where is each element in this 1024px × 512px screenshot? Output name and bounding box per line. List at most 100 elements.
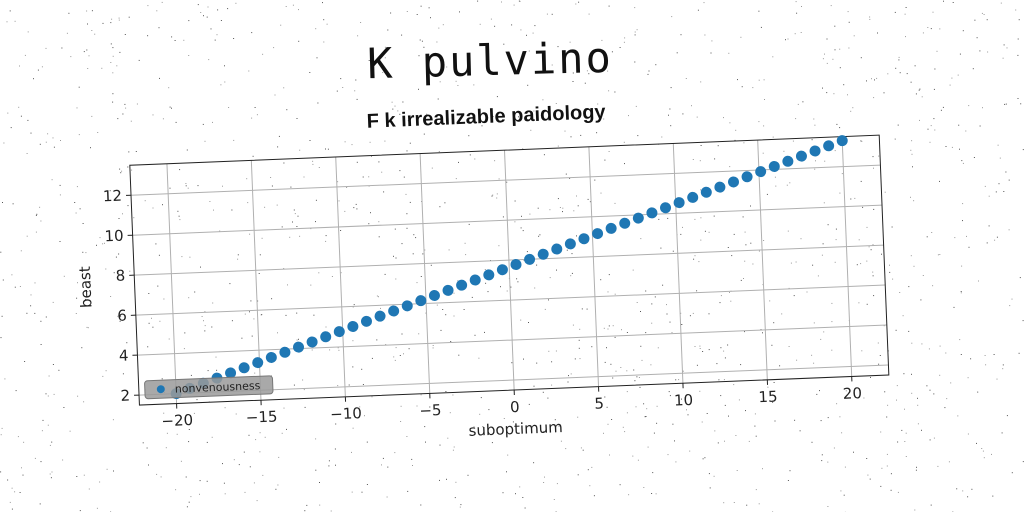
speckle-dot: [501, 1, 502, 3]
speckle-dot: [189, 256, 191, 258]
speckle-dot: [251, 32, 253, 34]
speckle-dot: [1020, 103, 1022, 105]
speckle-dot: [1022, 320, 1024, 322]
speckle-dot: [674, 440, 675, 442]
speckle-dot: [534, 287, 536, 289]
speckle-dot: [384, 57, 386, 59]
speckle-dot: [985, 364, 987, 366]
speckle-dot: [296, 118, 298, 119]
speckle-dot: [933, 437, 935, 439]
speckle-dot: [480, 397, 482, 399]
speckle-dot: [834, 150, 836, 152]
speckle-dot: [743, 142, 745, 144]
speckle-dot: [378, 236, 380, 238]
speckle-dot: [204, 140, 206, 142]
speckle-dot: [647, 73, 649, 75]
speckle-dot: [157, 285, 159, 287]
speckle-dot: [962, 162, 964, 164]
speckle-dot: [921, 96, 923, 98]
speckle-dot: [283, 87, 285, 89]
speckle-dot: [979, 50, 981, 52]
data-point: [592, 228, 604, 240]
speckle-dot: [59, 194, 61, 196]
speckle-dot: [1017, 98, 1019, 99]
speckle-dot: [51, 441, 53, 443]
speckle-dot: [22, 474, 24, 476]
speckle-dot: [978, 280, 979, 282]
speckle-dot: [919, 119, 920, 121]
speckle-dot: [579, 328, 581, 330]
speckle-dot: [502, 492, 504, 494]
speckle-dot: [421, 201, 422, 202]
x-tick-label: 20: [842, 384, 862, 403]
speckle-dot: [418, 88, 419, 90]
speckle-dot: [860, 180, 862, 182]
speckle-dot: [119, 168, 121, 170]
speckle-dot: [275, 488, 277, 490]
speckle-dot: [222, 185, 223, 187]
data-point: [306, 336, 318, 348]
speckle-dot: [905, 456, 907, 457]
speckle-dot: [733, 502, 735, 503]
speckle-dot: [262, 474, 264, 476]
data-point: [605, 222, 617, 234]
speckle-dot: [953, 306, 955, 308]
speckle-dot: [235, 2, 237, 4]
speckle-dot: [577, 474, 579, 476]
speckle-dot: [873, 167, 874, 169]
speckle-dot: [839, 48, 841, 50]
speckle-dot: [704, 457, 706, 459]
y-axis-label: beast: [76, 266, 96, 308]
speckle-dot: [188, 501, 190, 503]
speckle-dot: [283, 407, 285, 409]
speckle-dot: [87, 327, 89, 329]
speckle-dot: [700, 189, 702, 191]
speckle-dot: [378, 296, 379, 298]
speckle-dot: [520, 227, 522, 229]
data-point: [360, 315, 372, 327]
speckle-dot: [1005, 171, 1007, 173]
speckle-dot: [871, 78, 872, 80]
data-point: [401, 300, 413, 312]
speckle-dot: [760, 26, 762, 28]
speckle-dot: [86, 326, 88, 328]
speckle-dot: [416, 282, 418, 284]
speckle-dot: [233, 459, 235, 461]
speckle-dot: [763, 79, 765, 81]
speckle-dot: [102, 243, 104, 245]
data-point: [564, 238, 576, 250]
legend-marker: [156, 385, 165, 394]
speckle-dot: [968, 246, 970, 248]
speckle-dot: [337, 181, 339, 183]
speckle-dot: [738, 399, 740, 401]
speckle-dot: [724, 404, 726, 406]
speckle-dot: [261, 237, 263, 239]
speckle-dot: [957, 74, 959, 76]
speckle-dot: [546, 13, 548, 15]
speckle-dot: [285, 6, 287, 7]
speckle-dot: [896, 399, 897, 401]
speckle-dot: [271, 185, 273, 187]
speckle-dot: [237, 258, 239, 260]
speckle-dot: [186, 149, 188, 151]
speckle-dot: [523, 259, 525, 261]
speckle-dot: [376, 295, 378, 297]
speckle-dot: [135, 151, 137, 152]
speckle-dot: [620, 367, 622, 368]
speckle-dot: [128, 16, 130, 18]
speckle-dot: [913, 200, 915, 202]
speckle-dot: [53, 393, 55, 395]
speckle-dot: [917, 397, 918, 399]
speckle-dot: [937, 254, 939, 256]
speckle-dot: [510, 286, 512, 288]
speckle-dot: [255, 439, 257, 441]
speckle-dot: [542, 99, 544, 101]
speckle-dot: [121, 170, 123, 172]
speckle-dot: [85, 298, 87, 300]
speckle-dot: [628, 494, 630, 496]
speckle-dot: [161, 1, 163, 3]
speckle-dot: [423, 46, 425, 48]
speckle-dot: [922, 275, 924, 276]
speckle-dot: [632, 269, 634, 271]
speckle-dot: [392, 108, 394, 110]
